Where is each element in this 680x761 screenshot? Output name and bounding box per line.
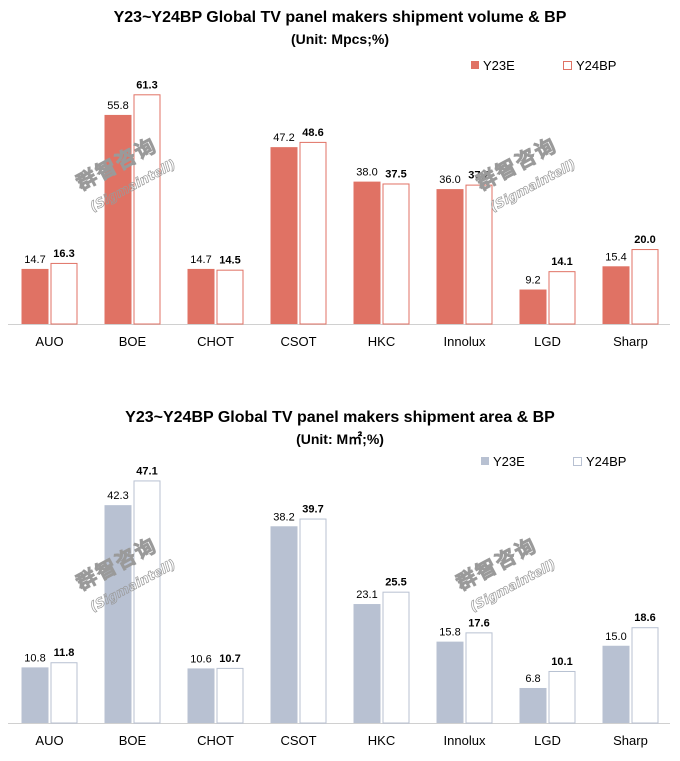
- data-label-y24bp-boe: 47.1: [136, 465, 157, 477]
- bar-y23e-hkc: [353, 181, 381, 324]
- legend-label-y24bp: Y24BP: [576, 58, 616, 73]
- bar-y23e-innolux: [436, 189, 464, 324]
- legend-swatch-y24bp: [563, 61, 572, 70]
- data-label-y24bp-lgd: 10.1: [551, 656, 572, 668]
- tick-label-boe: BOE: [119, 733, 147, 748]
- chart-subtitle: (Unit: M㎡;%): [296, 431, 384, 447]
- bar-y24bp-auo: [50, 662, 78, 724]
- bar-y23e-innolux: [436, 641, 464, 723]
- chart-subtitle: (Unit: Mpcs;%): [291, 31, 389, 47]
- data-label-y24bp-auo: 11.8: [54, 647, 75, 659]
- bar-y23e-auo: [21, 268, 49, 324]
- data-label-y24bp-chot: 14.5: [219, 255, 240, 267]
- legend-swatch-y23e: [481, 457, 489, 465]
- data-label-y24bp-hkc: 37.5: [385, 168, 406, 180]
- tick-label-auo: AUO: [35, 334, 63, 349]
- bar-y23e-auo: [21, 667, 49, 723]
- data-label-y23e-csot: 38.2: [273, 511, 294, 523]
- tick-label-lgd: LGD: [534, 733, 561, 748]
- tick-label-hkc: HKC: [368, 733, 395, 748]
- legend-swatch-y23e: [471, 61, 479, 69]
- bar-y24bp-sharp: [631, 627, 659, 724]
- watermark-sigmaintell: 群智咨询(Sigmaintell): [471, 132, 579, 215]
- data-label-y23e-sharp: 15.0: [605, 631, 626, 643]
- data-label-y23e-chot: 14.7: [190, 254, 211, 266]
- legend-label-y24bp: Y24BP: [586, 454, 626, 469]
- bar-y23e-hkc: [353, 604, 381, 723]
- bar-y24bp-lgd: [548, 670, 576, 724]
- data-label-y24bp-sharp: 18.6: [634, 612, 655, 624]
- tick-label-chot: CHOT: [197, 334, 234, 349]
- data-label-y24bp-auo: 16.3: [53, 248, 74, 260]
- bar-y24bp-sharp: [631, 249, 659, 325]
- legend-swatch-y24bp: [573, 457, 582, 466]
- tick-label-csot: CSOT: [280, 334, 316, 349]
- legend-label-y23e: Y23E: [483, 58, 515, 73]
- bar-y24bp-boe: [133, 94, 161, 325]
- bar-y24bp-innolux: [465, 632, 493, 724]
- data-label-y24bp-hkc: 25.5: [385, 577, 406, 589]
- data-label-y23e-hkc: 38.0: [356, 167, 377, 179]
- bar-y23e-boe: [104, 114, 132, 325]
- watermark-sigmaintell: 群智咨询(Sigmaintell): [451, 532, 559, 615]
- data-label-y24bp-innolux: 37.2: [468, 170, 489, 182]
- bar-y24bp-csot: [299, 141, 327, 325]
- data-label-y23e-chot: 10.6: [190, 653, 211, 665]
- tick-label-sharp: Sharp: [613, 334, 648, 349]
- data-label-y23e-hkc: 23.1: [356, 589, 377, 601]
- bar-y24bp-chot: [216, 667, 244, 724]
- data-label-y23e-sharp: 15.4: [605, 251, 626, 263]
- tick-label-sharp: Sharp: [613, 733, 648, 748]
- data-label-y23e-innolux: 15.8: [439, 627, 460, 639]
- legend-label-y23e: Y23E: [493, 454, 525, 469]
- data-label-y23e-innolux: 36.0: [439, 174, 460, 186]
- data-label-y24bp-csot: 39.7: [302, 504, 323, 516]
- chart-title: Y23~Y24BP Global TV panel makers shipmen…: [125, 409, 555, 426]
- bar-y24bp-lgd: [548, 271, 576, 325]
- bar-y23e-sharp: [602, 266, 630, 324]
- bar-y23e-lgd: [519, 289, 547, 324]
- bar-y23e-chot: [187, 668, 215, 723]
- data-label-y23e-auo: 14.7: [24, 254, 45, 266]
- bar-y24bp-auo: [50, 262, 78, 325]
- data-label-y23e-boe: 42.3: [107, 490, 128, 502]
- data-label-y24bp-chot: 10.7: [219, 653, 240, 665]
- bar-y24bp-hkc: [382, 183, 410, 325]
- chart-title: Y23~Y24BP Global TV panel makers shipmen…: [114, 9, 567, 26]
- tick-label-lgd: LGD: [534, 334, 561, 349]
- tick-label-csot: CSOT: [280, 733, 316, 748]
- tick-label-hkc: HKC: [368, 334, 395, 349]
- tick-label-innolux: Innolux: [444, 334, 486, 349]
- tick-label-boe: BOE: [119, 334, 147, 349]
- data-label-y24bp-innolux: 17.6: [468, 617, 489, 629]
- data-label-y23e-csot: 47.2: [273, 132, 294, 144]
- data-label-y23e-boe: 55.8: [107, 100, 128, 112]
- bar-y24bp-hkc: [382, 591, 410, 724]
- chart-area: Y23~Y24BP Global TV panel makers shipmen…: [8, 409, 670, 748]
- bar-y24bp-innolux: [465, 184, 493, 325]
- chart-volume: Y23~Y24BP Global TV panel makers shipmen…: [8, 9, 670, 349]
- bar-y23e-csot: [270, 147, 298, 324]
- data-label-y24bp-sharp: 20.0: [634, 234, 655, 246]
- bar-y23e-lgd: [519, 687, 547, 723]
- data-label-y24bp-csot: 48.6: [302, 127, 323, 139]
- data-label-y23e-auo: 10.8: [24, 652, 45, 664]
- data-label-y24bp-lgd: 14.1: [551, 256, 572, 268]
- bar-y24bp-csot: [299, 518, 327, 724]
- bar-y23e-sharp: [602, 645, 630, 723]
- tick-label-innolux: Innolux: [444, 733, 486, 748]
- bar-y23e-csot: [270, 526, 298, 723]
- data-label-y23e-lgd: 6.8: [525, 673, 540, 685]
- data-label-y23e-lgd: 9.2: [525, 275, 540, 287]
- bar-y24bp-boe: [133, 480, 161, 724]
- tick-label-chot: CHOT: [197, 733, 234, 748]
- bar-y23e-chot: [187, 268, 215, 324]
- bar-y24bp-chot: [216, 269, 244, 325]
- bar-y23e-boe: [104, 505, 132, 723]
- tick-label-auo: AUO: [35, 733, 63, 748]
- data-label-y24bp-boe: 61.3: [136, 79, 157, 91]
